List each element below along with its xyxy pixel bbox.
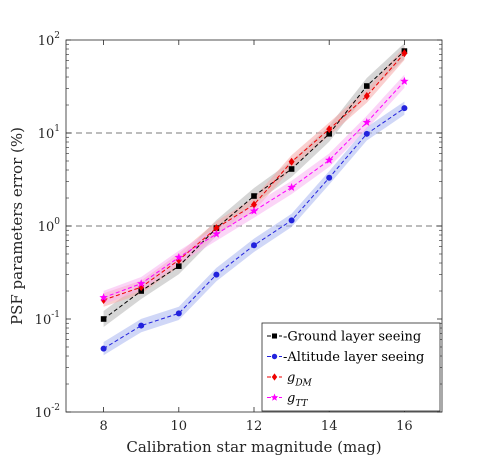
legend-swatch-marker: [270, 393, 279, 401]
legend: -Ground layer seeing-Altitude layer seei…: [261, 322, 441, 412]
legend-swatch-marker: [271, 373, 278, 381]
series-1-point: [251, 242, 257, 249]
series-1-point: [138, 322, 145, 329]
series-3-point: [99, 293, 108, 302]
series-0-point: [364, 83, 370, 89]
series-3-point: [400, 76, 409, 85]
series-1-point: [213, 271, 220, 278]
series-3-point: [174, 252, 183, 261]
y-tick-exponent: -1: [51, 310, 60, 320]
series-2-line: [103, 52, 405, 301]
series-1-point: [100, 345, 107, 352]
series-2-point: [363, 91, 370, 100]
legend-dash: -: [283, 330, 287, 345]
series-0-point: [176, 263, 182, 269]
y-tick-label: 10-2: [35, 403, 60, 421]
series-3-band: [103, 74, 405, 305]
series-lines: [99, 48, 409, 352]
series-1-point: [326, 174, 333, 181]
legend-label: g: [287, 371, 295, 386]
series-3-point: [325, 155, 334, 164]
legend-label-subscript: TT: [295, 399, 308, 409]
y-tick-base: 10: [38, 34, 55, 49]
series-2-point: [288, 157, 295, 166]
legend-label: g: [287, 391, 295, 406]
legend-label: Ground layer seeing: [287, 330, 421, 345]
series-0-point: [100, 316, 107, 322]
series-3-point: [137, 279, 146, 288]
series-2-point: [401, 49, 408, 58]
series-0-band: [103, 43, 405, 327]
y-tick-exponent: 1: [54, 124, 60, 134]
series-1-point: [175, 310, 182, 317]
x-tick-label: 14: [321, 419, 338, 434]
x-tick-label: 10: [171, 419, 188, 434]
series-2-point: [213, 224, 220, 233]
y-tick-exponent: 0: [54, 217, 60, 227]
x-tick-label: 12: [246, 419, 263, 434]
legend-entry: gTT: [287, 391, 308, 409]
series-0-point: [326, 131, 332, 137]
y-tick-label: 10-1: [35, 310, 60, 328]
legend-label-subscript: DM: [294, 379, 312, 389]
legend-entry: -Altitude layer seeing: [283, 350, 424, 365]
legend-entry: -Ground layer seeing: [283, 330, 421, 345]
series-3-point: [287, 183, 296, 191]
series-1-point: [288, 217, 295, 224]
legend-dash: -: [283, 350, 287, 365]
y-tick-base: 10: [38, 127, 55, 142]
x-tick-label: 8: [99, 419, 107, 434]
legend-swatch-marker: [271, 333, 278, 339]
y-tick-label: 101: [38, 124, 60, 142]
legend-box: [261, 322, 441, 412]
y-tick-base: 10: [35, 313, 52, 328]
y-tick-label: 100: [38, 217, 61, 235]
series-3-point: [362, 118, 371, 126]
series-2-point: [326, 125, 333, 134]
legend-swatch-marker: [271, 353, 278, 360]
y-tick-exponent: -2: [51, 403, 60, 413]
legend-entry: gDM: [287, 371, 313, 389]
series-0-point: [288, 166, 295, 172]
series-3-point: [212, 229, 221, 238]
series-1-point: [401, 105, 408, 112]
y-tick-base: 10: [35, 406, 52, 421]
series-1-point: [363, 130, 370, 137]
y-tick-base: 10: [38, 220, 55, 235]
x-tick-label: 16: [396, 419, 413, 434]
series-0-line: [103, 50, 405, 320]
y-axis-label: PSF parameters error (%): [8, 127, 26, 325]
x-axis-label: Calibration star magnitude (mag): [126, 438, 381, 456]
series-2-point: [251, 200, 257, 209]
series-0-point: [251, 193, 257, 199]
grid-lines: [66, 132, 442, 227]
y-tick-exponent: 2: [54, 31, 60, 41]
y-tick-label: 102: [38, 31, 60, 49]
series-3-line: [103, 80, 405, 299]
series-3-point: [249, 206, 259, 215]
legend-label: Altitude layer seeing: [286, 350, 424, 365]
